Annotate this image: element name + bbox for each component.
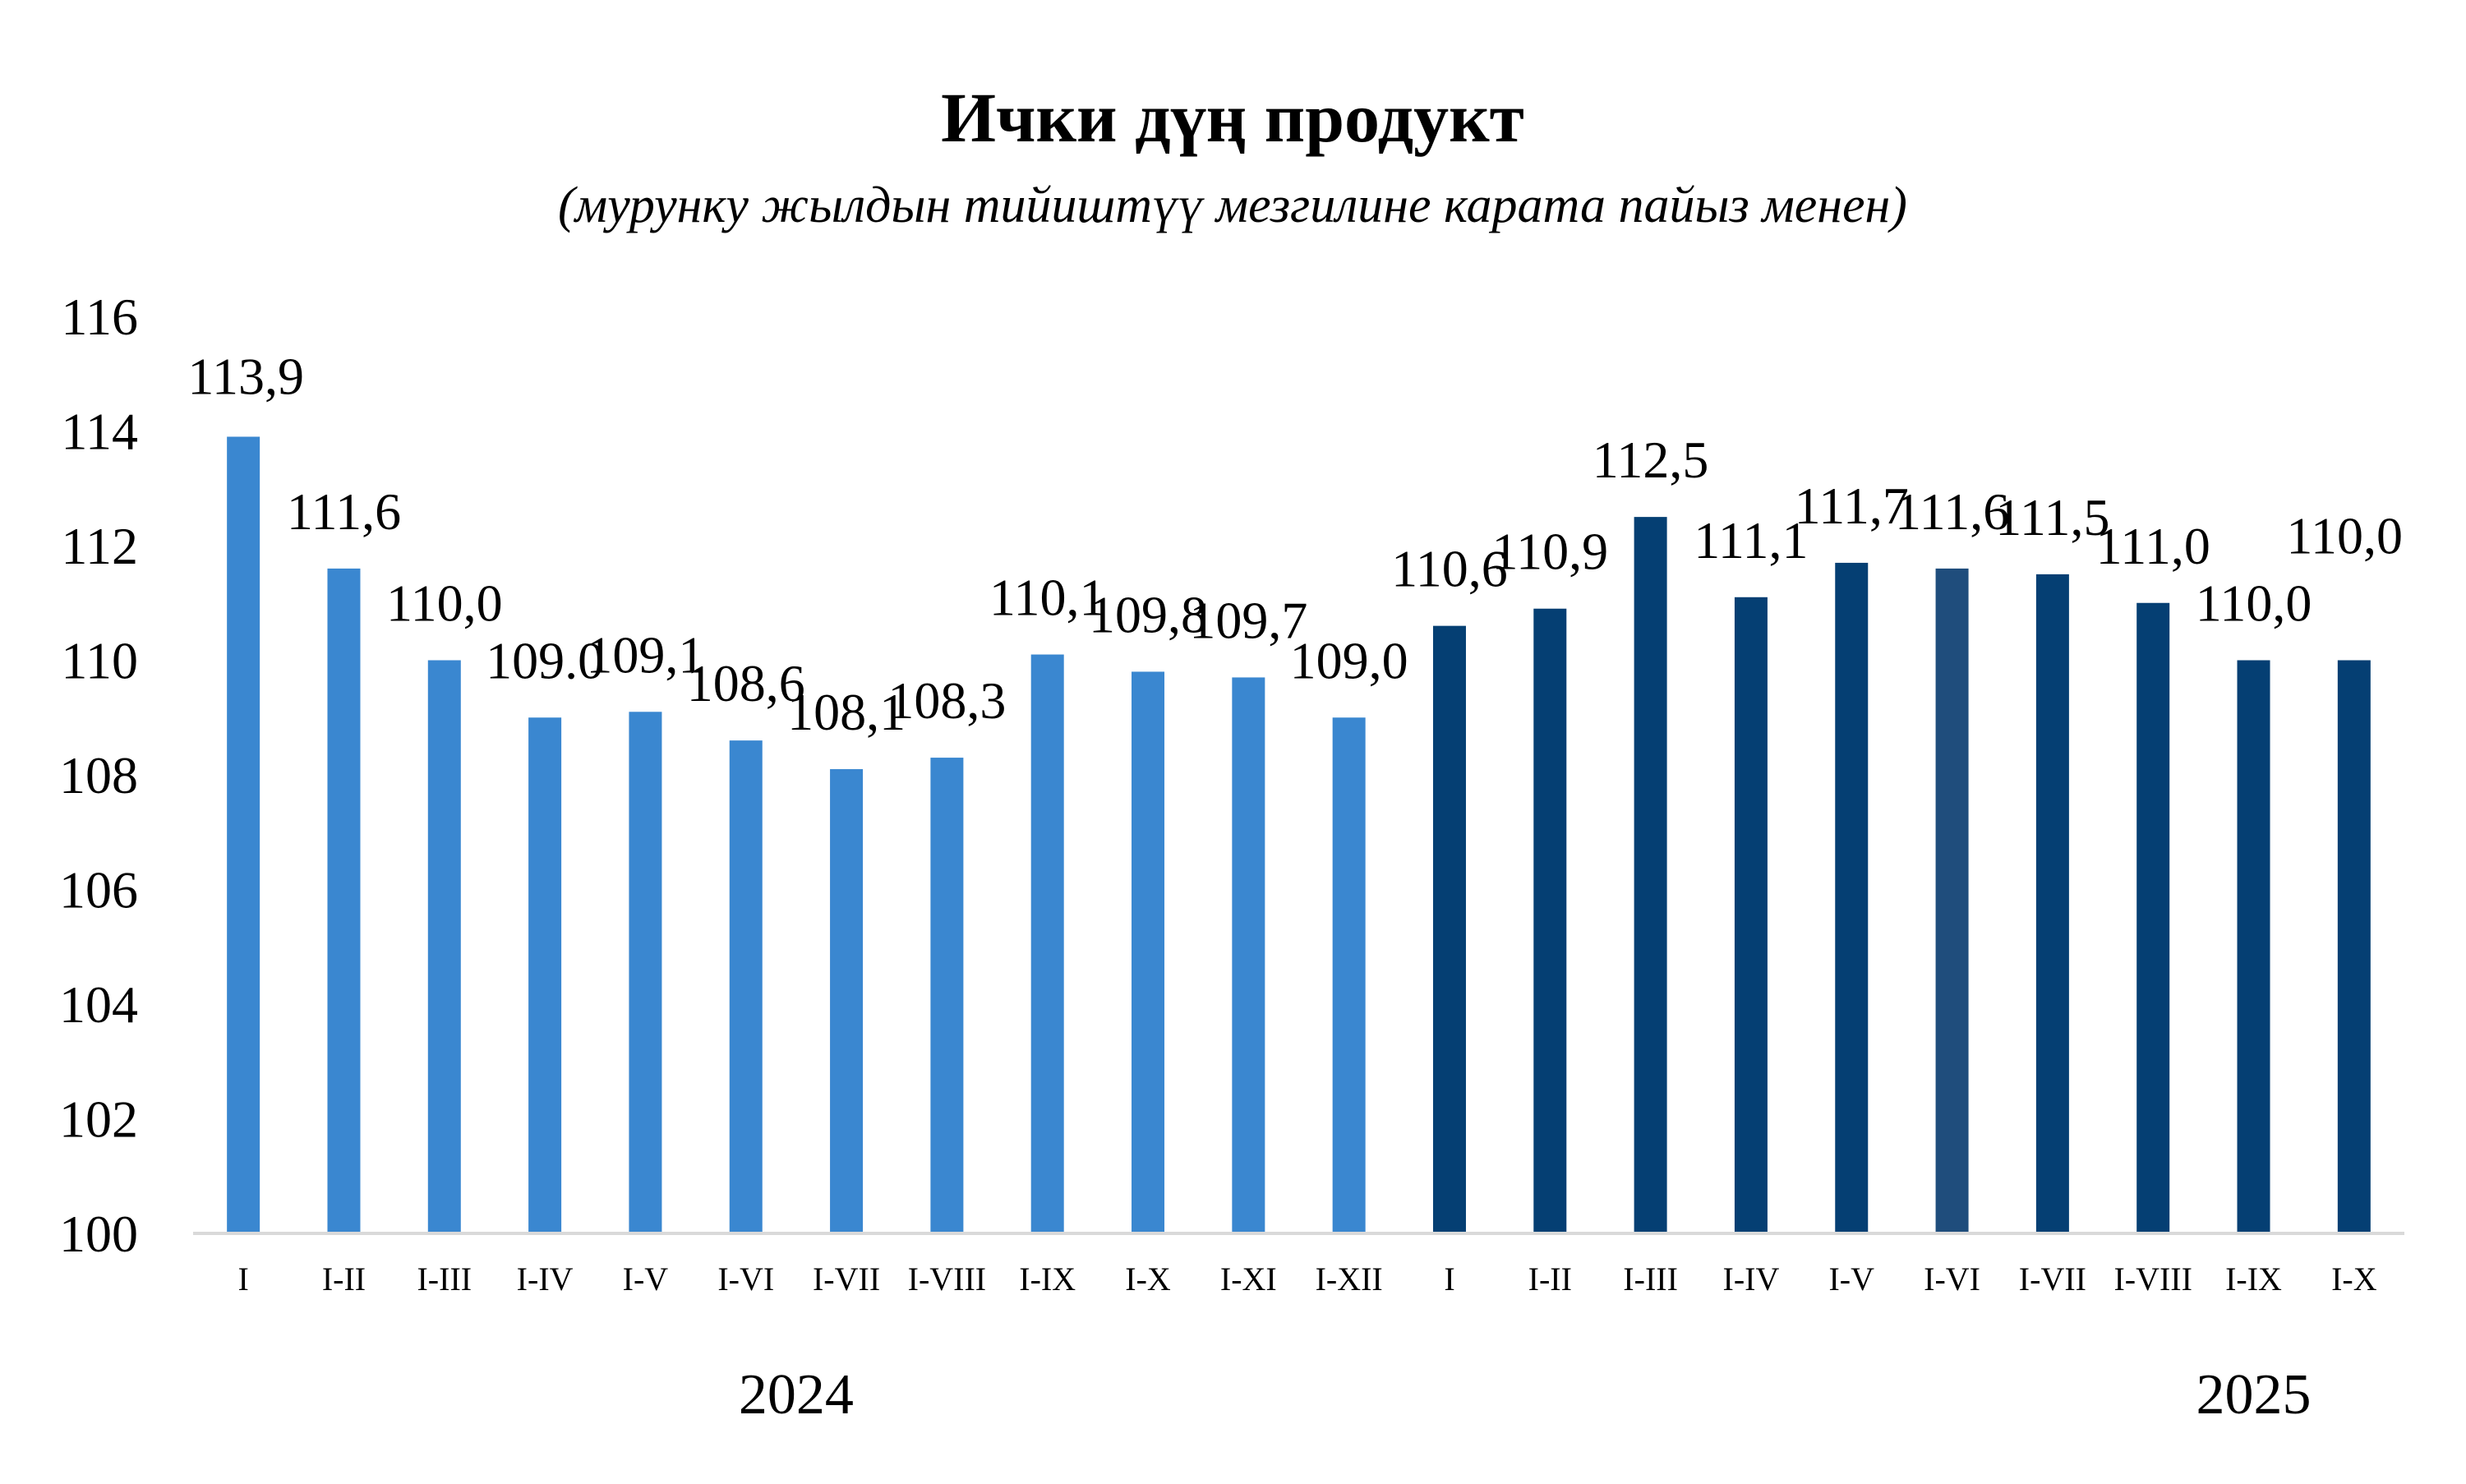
x-tick-label: I-XI xyxy=(1220,1260,1277,1297)
y-tick-label: 104 xyxy=(59,975,138,1034)
x-tick-label: I-III xyxy=(1623,1260,1678,1297)
bar xyxy=(1634,517,1667,1233)
bar xyxy=(1132,671,1165,1233)
data-label: 113,9 xyxy=(187,347,304,405)
chart-subtitle: (мурунку жылдын тийиштүү мезгилине карат… xyxy=(558,177,1907,233)
x-tick-label: I-XII xyxy=(1316,1260,1383,1297)
data-label: 109,7 xyxy=(1189,591,1307,649)
y-tick-label: 114 xyxy=(61,403,138,461)
bar xyxy=(930,758,964,1233)
data-label: 111,0 xyxy=(2096,517,2210,575)
data-label: 110,0 xyxy=(386,574,503,633)
x-axis: I I-II I-III I-IV I-V I-VI I-VII I-VIII I-IX I-X I… xyxy=(237,1260,2376,1297)
bar xyxy=(729,740,763,1233)
bar xyxy=(1232,677,1265,1233)
data-label: 109,0 xyxy=(1290,631,1408,689)
data-label: 110,1 xyxy=(989,569,1106,627)
bar xyxy=(629,712,662,1233)
data-label: 111,6 xyxy=(1895,482,2009,541)
bar xyxy=(1935,568,1969,1233)
x-tick-label: I-IV xyxy=(1723,1260,1780,1297)
x-tick-label: I-IX xyxy=(2225,1260,2282,1297)
x-tick-label: I-V xyxy=(1828,1260,1874,1297)
bar xyxy=(1030,654,1064,1233)
y-tick-label: 100 xyxy=(59,1205,138,1263)
data-label: 110,9 xyxy=(1491,523,1608,581)
y-tick-label: 108 xyxy=(59,746,138,804)
x-tick-label: I xyxy=(1444,1260,1454,1297)
data-label: 109,8 xyxy=(1089,585,1207,643)
year-label: 2025 xyxy=(2196,1363,2312,1426)
bar-series xyxy=(227,436,2371,1233)
x-tick-label: I-IV xyxy=(517,1260,574,1297)
y-tick-label: 102 xyxy=(59,1090,138,1149)
data-label: 111,1 xyxy=(1694,511,1808,569)
data-label: 111,7 xyxy=(1795,477,1909,535)
bar xyxy=(2337,660,2371,1233)
bar xyxy=(327,568,361,1233)
data-label: 111,6 xyxy=(287,482,401,541)
x-tick-label: I-IX xyxy=(1019,1260,1076,1297)
data-label: 112,5 xyxy=(1593,431,1709,489)
bar xyxy=(528,717,562,1233)
x-tick-label: I-X xyxy=(2331,1260,2377,1297)
x-tick-label: I-II xyxy=(1528,1260,1572,1297)
data-label: 109.0 xyxy=(486,631,604,689)
data-label: 108,3 xyxy=(887,671,1006,730)
bar xyxy=(1432,625,1466,1233)
bar xyxy=(2237,660,2270,1233)
bar xyxy=(1533,608,1567,1233)
bar xyxy=(1332,717,1366,1233)
bar xyxy=(227,436,260,1233)
data-label: 110,6 xyxy=(1391,540,1508,598)
year-labels: 2024 2025 xyxy=(739,1363,2312,1426)
x-tick-label: I-VI xyxy=(717,1260,774,1297)
x-tick-label: I-V xyxy=(623,1260,669,1297)
x-tick-label: I-VII xyxy=(2019,1260,2086,1297)
x-tick-label: I-III xyxy=(417,1260,472,1297)
data-label: 111,5 xyxy=(1995,488,2109,546)
bar xyxy=(1835,562,1869,1233)
y-tick-label: 110 xyxy=(61,632,138,690)
data-label: 110,0 xyxy=(2196,574,2312,633)
bar xyxy=(830,769,864,1233)
bar xyxy=(1734,597,1768,1233)
x-tick-label: I-VIII xyxy=(2113,1260,2192,1297)
x-tick-label: I-VII xyxy=(813,1260,880,1297)
data-label: 108,6 xyxy=(687,654,805,712)
data-label: 108,1 xyxy=(787,683,906,741)
data-label: 110,0 xyxy=(2286,507,2403,565)
x-tick-label: I-VI xyxy=(1924,1260,1980,1297)
chart-title: Ички дүң продукт xyxy=(941,78,1524,157)
x-tick-label: I-II xyxy=(322,1260,366,1297)
data-label: 109,1 xyxy=(586,625,704,684)
bar xyxy=(2035,574,2069,1233)
bar xyxy=(427,660,461,1233)
bar xyxy=(2136,602,2170,1233)
year-label: 2024 xyxy=(739,1363,854,1426)
y-axis: 100 102 104 106 108 110 112 114 116 xyxy=(59,288,138,1263)
data-labels: 113,9111,6110,0109.0109,1108,6108,1108,3… xyxy=(187,347,2403,741)
y-tick-label: 106 xyxy=(59,861,138,919)
y-tick-label: 112 xyxy=(61,517,138,575)
x-tick-label: I xyxy=(237,1260,248,1297)
x-tick-label: I-X xyxy=(1125,1260,1171,1297)
y-tick-label: 116 xyxy=(61,288,138,346)
x-tick-label: I-VIII xyxy=(908,1260,987,1297)
